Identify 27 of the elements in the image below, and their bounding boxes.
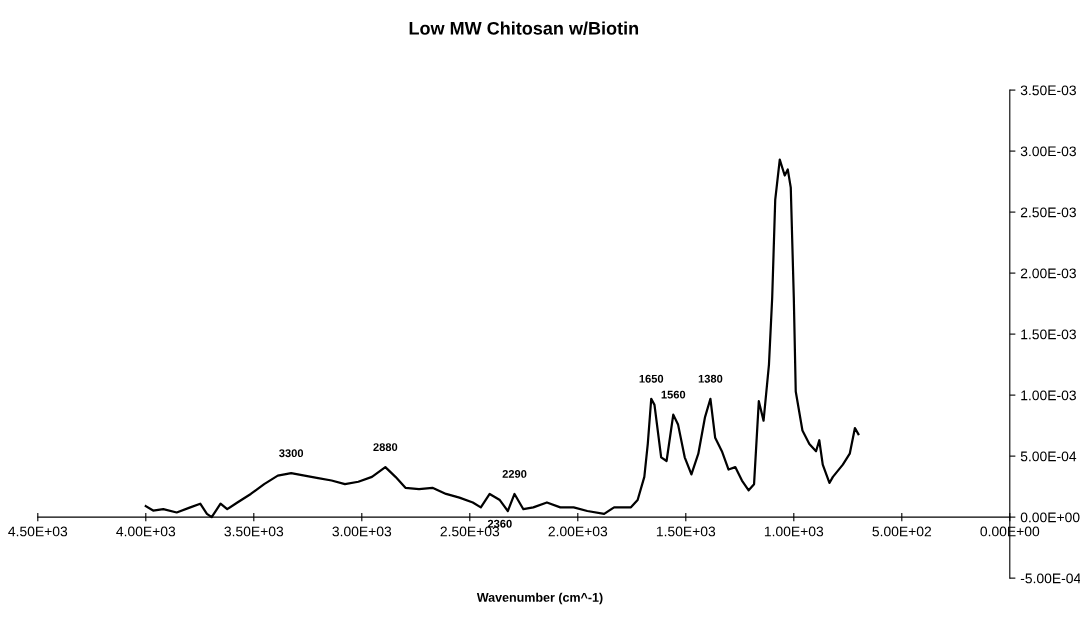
annotation: 2880 (373, 443, 398, 452)
y-tick-label: 2.50E-03 (1020, 207, 1076, 218)
x-tick-label: 5.00E+02 (872, 526, 932, 537)
y-tick-label: 2.00E-03 (1020, 268, 1076, 279)
annotation: 1380 (698, 374, 723, 383)
annotation: 1650 (639, 374, 664, 383)
x-tick-label: 4.00E+03 (116, 526, 176, 537)
x-tick-label: 2.00E+03 (548, 526, 608, 537)
annotation: 2360 (487, 519, 512, 528)
y-tick-label: 3.50E-03 (1020, 85, 1076, 96)
y-tick-label: 0.00E+00 (1020, 512, 1080, 523)
x-tick-label: 1.00E+03 (764, 526, 824, 537)
y-tick-label: -5.00E-04 (1020, 573, 1080, 584)
x-tick-label: 3.00E+03 (332, 526, 392, 537)
annotation: 1560 (661, 390, 686, 399)
x-tick-label: 2.50E+03 (440, 526, 500, 537)
x-tick-label: 1.50E+03 (656, 526, 716, 537)
annotation: 3300 (279, 449, 304, 458)
annotation: 2290 (502, 469, 527, 478)
chart-title: Low MW Chitosan w/Biotin (409, 21, 639, 35)
y-tick-label: 1.50E-03 (1021, 329, 1076, 340)
x-tick-label: 4.50E+03 (8, 526, 68, 537)
y-tick-label: 1.00E-03 (1021, 390, 1076, 401)
y-tick-label: 3.00E-03 (1020, 146, 1076, 157)
x-axis-title: Wavenumber (cm^-1) (476, 592, 603, 605)
x-tick-label: 3.50E+03 (224, 526, 284, 537)
y-tick-label: 5.00E-04 (1020, 451, 1077, 462)
